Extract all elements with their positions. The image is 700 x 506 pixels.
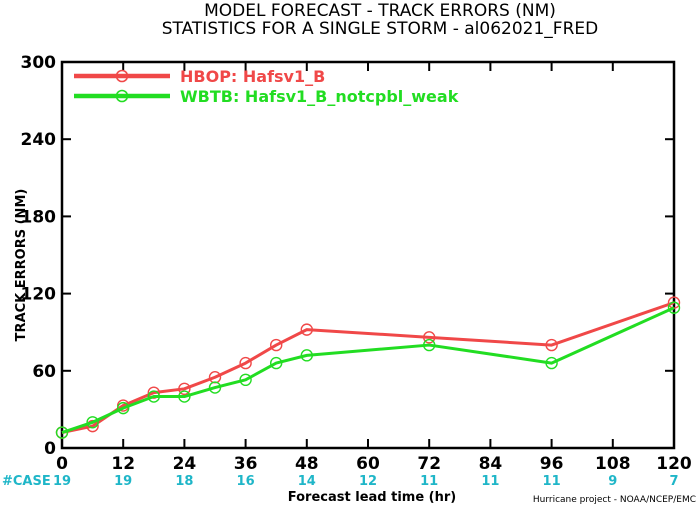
series-1 bbox=[55, 301, 681, 439]
case-count: 11 bbox=[420, 474, 438, 489]
data-point bbox=[55, 426, 69, 439]
case-count: 7 bbox=[669, 474, 678, 489]
data-point bbox=[147, 386, 161, 399]
data-point bbox=[270, 338, 283, 352]
data-point bbox=[208, 381, 222, 394]
case-count: 12 bbox=[359, 474, 377, 489]
data-point bbox=[147, 390, 161, 403]
data-point bbox=[423, 331, 436, 344]
legend-label: HBOP: Hafsv1_B bbox=[180, 67, 325, 86]
y-tick-label: 120 bbox=[21, 285, 57, 305]
credit-text: Hurricane project - NOAA/NCEP/EMC bbox=[533, 495, 696, 505]
data-point bbox=[239, 373, 252, 387]
data-point bbox=[545, 338, 558, 352]
chart-title: MODEL FORECAST - TRACK ERRORS (NM) bbox=[204, 1, 556, 21]
x-tick-label: 12 bbox=[111, 454, 135, 474]
data-point bbox=[178, 390, 191, 403]
legend-label: WBTB: Hafsv1_B_notcpbl_weak bbox=[180, 87, 459, 106]
case-count: 18 bbox=[175, 474, 193, 489]
chart-subtitle: STATISTICS FOR A SINGLE STORM - al062021… bbox=[162, 19, 598, 39]
case-count: 19 bbox=[53, 474, 71, 489]
case-count: 14 bbox=[298, 474, 316, 489]
y-axis-ticks: 0 60 120 180 240 300 bbox=[21, 53, 674, 459]
data-point bbox=[178, 382, 191, 396]
plot-frame bbox=[60, 60, 676, 450]
legend-marker bbox=[115, 69, 129, 83]
x-tick-label: 24 bbox=[173, 454, 197, 474]
data-point bbox=[300, 349, 313, 362]
x-tick-label: 72 bbox=[417, 454, 441, 474]
data-point bbox=[270, 356, 283, 370]
data-series bbox=[55, 296, 681, 439]
y-axis-label: TRACK ERRORS (NM) bbox=[14, 189, 29, 342]
case-count: 16 bbox=[237, 474, 255, 489]
x-tick-label: 120 bbox=[656, 454, 692, 474]
case-label: #CASE bbox=[2, 474, 51, 489]
case-count: 19 bbox=[114, 474, 132, 489]
data-point bbox=[116, 401, 130, 415]
data-point bbox=[667, 301, 681, 314]
x-tick-label: 96 bbox=[540, 454, 564, 474]
data-point bbox=[300, 323, 313, 336]
data-point bbox=[208, 371, 222, 384]
y-tick-label: 300 bbox=[21, 53, 57, 73]
case-count: 11 bbox=[481, 474, 499, 489]
x-tick-label: 0 bbox=[56, 454, 68, 474]
case-count-row: #CASE 19 19 18 16 14 12 11 11 11 9 7 bbox=[2, 474, 679, 489]
data-point bbox=[86, 416, 99, 429]
x-tick-label: 36 bbox=[234, 454, 258, 474]
x-tick-label: 84 bbox=[479, 454, 503, 474]
y-tick-label: 180 bbox=[21, 207, 57, 227]
data-point bbox=[545, 356, 558, 370]
y-tick-label: 0 bbox=[44, 439, 56, 459]
x-axis-ticks: 0 12 24 36 48 60 72 84 96 108 120 bbox=[56, 62, 692, 474]
case-count: 9 bbox=[608, 474, 617, 489]
plot-area bbox=[60, 60, 676, 450]
series-line bbox=[61, 301, 675, 435]
x-axis-label: Forecast lead time (hr) bbox=[288, 490, 456, 505]
series-0 bbox=[55, 296, 681, 439]
legend-marker bbox=[115, 89, 129, 103]
data-point bbox=[239, 356, 252, 370]
series-line bbox=[61, 306, 675, 434]
x-tick-label: 48 bbox=[295, 454, 319, 474]
case-count: 11 bbox=[543, 474, 561, 489]
x-tick-label: 108 bbox=[595, 454, 631, 474]
y-tick-label: 240 bbox=[21, 130, 57, 150]
x-tick-label: 60 bbox=[356, 454, 380, 474]
y-tick-label: 60 bbox=[32, 362, 56, 382]
data-point bbox=[423, 338, 436, 352]
